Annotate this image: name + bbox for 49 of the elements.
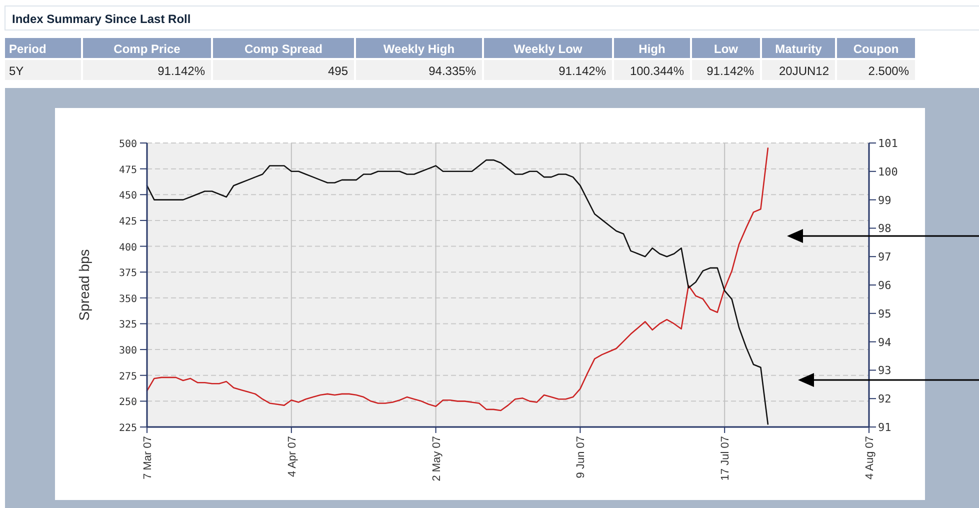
y2-tick-label: 94: [878, 336, 892, 349]
category-label: Weekly Low: [514, 42, 583, 56]
y2-tick-label: 98: [878, 222, 892, 236]
y2-tick-label: 97: [878, 250, 892, 264]
x-tick-label: 7 Mar 07: [142, 436, 154, 480]
category-label: Period: [9, 42, 46, 56]
y2-tick-label: 96: [878, 279, 892, 292]
y-tick-label: 450: [118, 190, 137, 202]
category-label: Coupon: [853, 42, 899, 56]
category-label: Weekly High: [383, 42, 455, 56]
y-tick-label: 500: [118, 139, 137, 150]
x-tick-label: 9 Jun 07: [575, 436, 588, 478]
text: 100.344%: [630, 64, 684, 78]
y-tick-label: 375: [118, 268, 137, 280]
y2-tick-label: 91: [878, 421, 892, 434]
y2-tick-label: 92: [878, 392, 892, 406]
y-tick-label: 475: [118, 164, 137, 176]
y-tick-label: 425: [118, 216, 137, 228]
y-tick-label: 250: [118, 397, 137, 408]
y2-tick-label: 95: [878, 307, 892, 320]
category-label: Comp Spread: [244, 42, 323, 56]
text: 91.142%: [158, 64, 206, 78]
text: Index Summary Since Last Roll: [12, 12, 191, 26]
y-tick-label: 325: [118, 320, 137, 331]
y2-tick-label: 100: [878, 165, 898, 178]
category-label: Maturity: [775, 42, 822, 56]
text: 5Y: [9, 64, 24, 78]
y2-tick-label: 93: [878, 364, 892, 378]
y-tick-label: 350: [118, 294, 137, 305]
text: 91.142%: [706, 64, 754, 78]
y-tick-label: 275: [118, 371, 137, 382]
text: 91.142%: [558, 64, 606, 78]
text: 20JUN12: [778, 64, 830, 78]
y-axis-title: Spread bps: [76, 249, 92, 321]
category-label: High: [638, 42, 666, 56]
category-label: Comp Price: [114, 42, 181, 56]
y2-tick-label: 99: [878, 194, 892, 207]
x-tick-label: 2 May 07: [430, 436, 443, 482]
x-tick-label: 4 Aug 07: [864, 436, 876, 480]
y-tick-label: 400: [118, 242, 137, 254]
category-label: Low: [714, 42, 739, 56]
x-tick-label: 4 Apr 07: [286, 436, 298, 477]
y-tick-label: 300: [118, 346, 137, 357]
y-tick-label: 225: [118, 423, 137, 434]
text: 94.335%: [428, 64, 476, 78]
y2-tick-label: 101: [878, 137, 898, 150]
x-tick-label: 17 Jul 07: [720, 436, 732, 481]
text: 2.500%: [868, 64, 910, 78]
text: 495: [328, 64, 348, 78]
